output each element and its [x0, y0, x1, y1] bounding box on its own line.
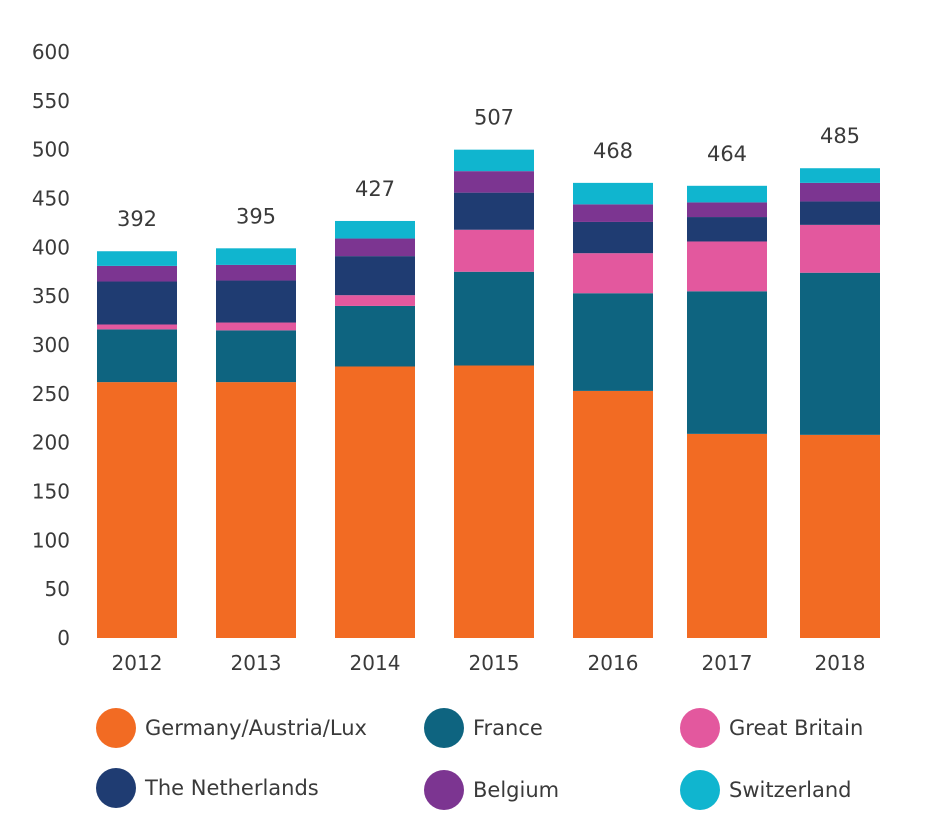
x-tick-label-2016: 2016 [588, 651, 639, 675]
bar-segment-switzerland-2017 [687, 185, 767, 203]
bar-segment-belgium-2015 [454, 171, 534, 193]
y-tick-label: 450 [32, 187, 70, 211]
legend-swatch-germany [96, 708, 136, 748]
bar-segment-the-netherlands-2013 [216, 280, 296, 323]
bar-segment-great-britain-2017 [687, 241, 767, 292]
bar-segment-the-netherlands-2017 [687, 217, 767, 242]
y-tick-label: 400 [32, 235, 70, 259]
stacked-bar-chart: 0 50 100 150 200 250 300 350 400 450 500 550 600 392 2… [32, 40, 880, 675]
legend-item-switzerland: Switzerland [680, 770, 852, 810]
bar-segment-germany-austria-lux-2012 [97, 382, 177, 638]
bar-segment-the-netherlands-2015 [454, 192, 534, 230]
bar-segment-switzerland-2016 [573, 182, 653, 205]
y-tick-label: 350 [32, 284, 70, 308]
x-tick-label-2018: 2018 [815, 651, 866, 675]
legend: Germany/Austria/Lux France Great Britain… [0, 700, 931, 833]
bar-segment-belgium-2013 [216, 264, 296, 281]
y-tick-label: 150 [32, 480, 70, 504]
x-tick-label-2014: 2014 [350, 651, 401, 675]
bar-segment-belgium-2012 [97, 265, 177, 282]
bar-segment-france-2012 [97, 329, 177, 383]
bar-segment-germany-austria-lux-2015 [454, 365, 534, 638]
legend-item-germany: Germany/Austria/Lux [96, 708, 367, 748]
y-tick-label: 300 [32, 333, 70, 357]
legend-item-netherlands: The Netherlands [96, 768, 319, 808]
legend-label-netherlands: The Netherlands [145, 776, 319, 800]
bar-segment-switzerland-2014 [335, 220, 415, 239]
bar-segment-france-2015 [454, 271, 534, 366]
bar-segment-switzerland-2018 [800, 168, 880, 183]
bar-segment-the-netherlands-2014 [335, 256, 415, 296]
bar-total-label-2014: 427 [355, 177, 395, 201]
bar-segment-switzerland-2013 [216, 248, 296, 265]
bar-total-label-2016: 468 [593, 139, 633, 163]
legend-label-france: France [473, 716, 543, 740]
bar-segment-great-britain-2014 [335, 295, 415, 306]
bar-segment-germany-austria-lux-2018 [800, 434, 880, 638]
legend-label-switzerland: Switzerland [729, 778, 852, 802]
legend-swatch-great-britain [680, 708, 720, 748]
bar-segment-germany-austria-lux-2013 [216, 382, 296, 638]
y-tick-label: 200 [32, 431, 70, 455]
legend-swatch-france [424, 708, 464, 748]
bar-segment-the-netherlands-2016 [573, 221, 653, 254]
bar-segment-france-2016 [573, 293, 653, 391]
y-tick-label: 0 [57, 626, 70, 650]
legend-label-great-britain: Great Britain [729, 716, 864, 740]
bar-total-label-2012: 392 [117, 207, 157, 231]
bar-segment-great-britain-2013 [216, 322, 296, 331]
bar-segment-switzerland-2012 [97, 251, 177, 266]
legend-label-belgium: Belgium [473, 778, 560, 802]
bar-segment-belgium-2017 [687, 202, 767, 218]
legend-item-belgium: Belgium [424, 770, 559, 810]
x-tick-label-2013: 2013 [231, 651, 282, 675]
x-tick-label-2015: 2015 [469, 651, 520, 675]
bar-segment-great-britain-2018 [800, 224, 880, 273]
legend-swatch-netherlands [96, 768, 136, 808]
bar-segment-germany-austria-lux-2014 [335, 366, 415, 638]
y-tick-label: 600 [32, 40, 70, 64]
y-tick-label: 550 [32, 89, 70, 113]
bar-segment-great-britain-2012 [97, 324, 177, 330]
bar-total-label-2018: 485 [820, 124, 860, 148]
x-tick-label-2017: 2017 [702, 651, 753, 675]
bar-total-label-2015: 507 [474, 106, 514, 130]
bar-segment-belgium-2018 [800, 182, 880, 202]
bar-segment-great-britain-2015 [454, 229, 534, 272]
legend-item-france: France [424, 708, 543, 748]
bar-total-label-2013: 395 [236, 204, 276, 228]
bar-segment-germany-austria-lux-2016 [573, 390, 653, 638]
bar-segment-the-netherlands-2018 [800, 201, 880, 225]
bar-segment-switzerland-2015 [454, 149, 534, 172]
y-tick-label: 250 [32, 382, 70, 406]
bar-segment-belgium-2016 [573, 204, 653, 222]
y-tick-label: 50 [45, 577, 70, 601]
bar-segment-france-2014 [335, 305, 415, 367]
bar-segment-belgium-2014 [335, 238, 415, 257]
x-tick-label-2012: 2012 [112, 651, 163, 675]
bar-segment-france-2013 [216, 330, 296, 383]
y-tick-label: 100 [32, 528, 70, 552]
legend-swatch-belgium [424, 770, 464, 810]
bar-segment-great-britain-2016 [573, 253, 653, 294]
bar-segment-france-2018 [800, 272, 880, 435]
bar-segment-the-netherlands-2012 [97, 281, 177, 325]
bar-segment-france-2017 [687, 291, 767, 434]
y-tick-label: 500 [32, 138, 70, 162]
legend-label-germany: Germany/Austria/Lux [145, 716, 367, 740]
legend-swatch-switzerland [680, 770, 720, 810]
bar-total-label-2017: 464 [707, 142, 747, 166]
legend-item-great-britain: Great Britain [680, 708, 863, 748]
bar-segment-germany-austria-lux-2017 [687, 433, 767, 638]
